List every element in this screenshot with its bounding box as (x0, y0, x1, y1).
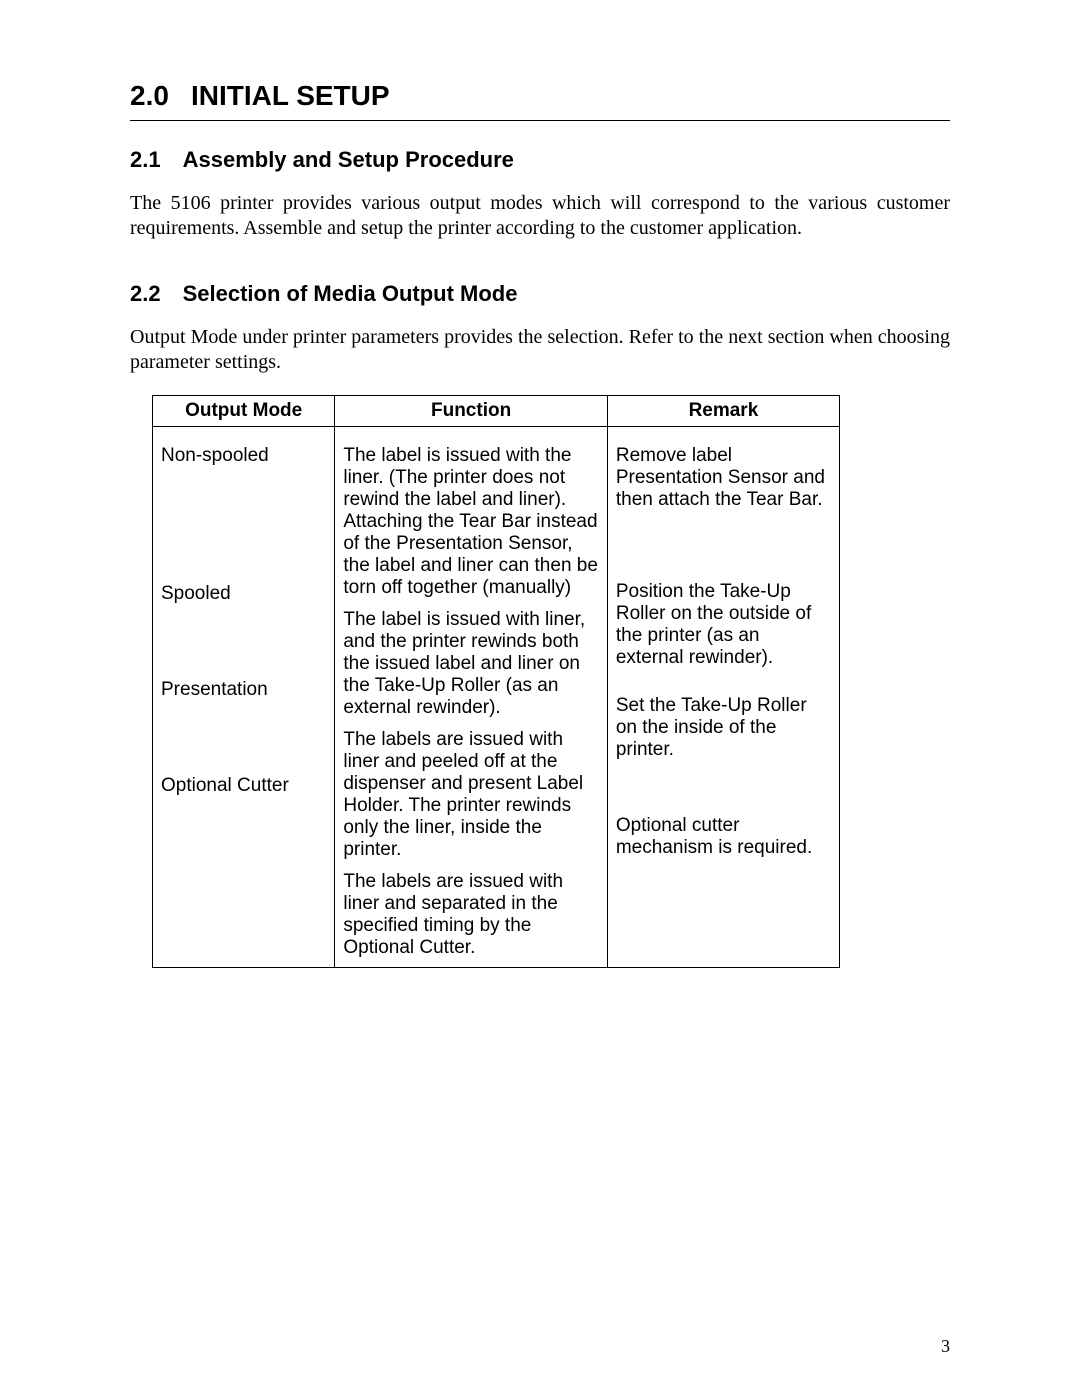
cell-remark: Remove label Presentation Sensor and the… (607, 427, 839, 968)
function-text: The label is issued with liner, and the … (343, 603, 599, 719)
subsection-title-text: Assembly and Setup Procedure (183, 147, 514, 172)
function-text: The labels are issued with liner and sep… (343, 865, 599, 959)
output-mode-table: Output Mode Function Remark Non-spooled … (152, 395, 840, 968)
table-header-row: Output Mode Function Remark (153, 396, 840, 427)
remark-text: Set the Take-Up Roller on the inside of … (616, 673, 831, 761)
remark-text: Position the Take-Up Roller on the outsi… (616, 515, 831, 669)
section-number: 2.0 (130, 80, 169, 112)
table-header-mode: Output Mode (153, 396, 335, 427)
table-header-function: Function (335, 396, 608, 427)
function-text: The label is issued with the liner. (The… (343, 431, 599, 599)
page-number: 3 (941, 1336, 950, 1357)
section-title-text: INITIAL SETUP (191, 80, 390, 111)
body-paragraph: The 5106 printer provides various output… (130, 191, 950, 241)
body-paragraph: Output Mode under printer parameters pro… (130, 325, 950, 375)
cell-function: The label is issued with the liner. (The… (335, 427, 608, 968)
document-page: 2.0 INITIAL SETUP 2.1 Assembly and Setup P… (0, 0, 1080, 1397)
mode-label: Non-spooled (161, 431, 326, 467)
table-row: Non-spooled Spooled Presentation Optiona… (153, 427, 840, 968)
mode-label: Presentation (161, 609, 326, 701)
section-heading: 2.0 INITIAL SETUP (130, 80, 950, 121)
subsection-number: 2.1 (130, 147, 161, 173)
subsection-heading: 2.2 Selection of Media Output Mode (130, 281, 950, 307)
remark-text: Remove label Presentation Sensor and the… (616, 431, 831, 511)
table-header-remark: Remark (607, 396, 839, 427)
subsection-heading: 2.1 Assembly and Setup Procedure (130, 147, 950, 173)
subsection-title-text: Selection of Media Output Mode (183, 281, 518, 306)
mode-label: Optional Cutter (161, 705, 326, 797)
subsection-number: 2.2 (130, 281, 161, 307)
remark-text: Optional cutter mechanism is required. (616, 765, 831, 859)
function-text: The labels are issued with liner and pee… (343, 723, 599, 861)
mode-label: Spooled (161, 471, 326, 605)
cell-output-mode: Non-spooled Spooled Presentation Optiona… (153, 427, 335, 968)
